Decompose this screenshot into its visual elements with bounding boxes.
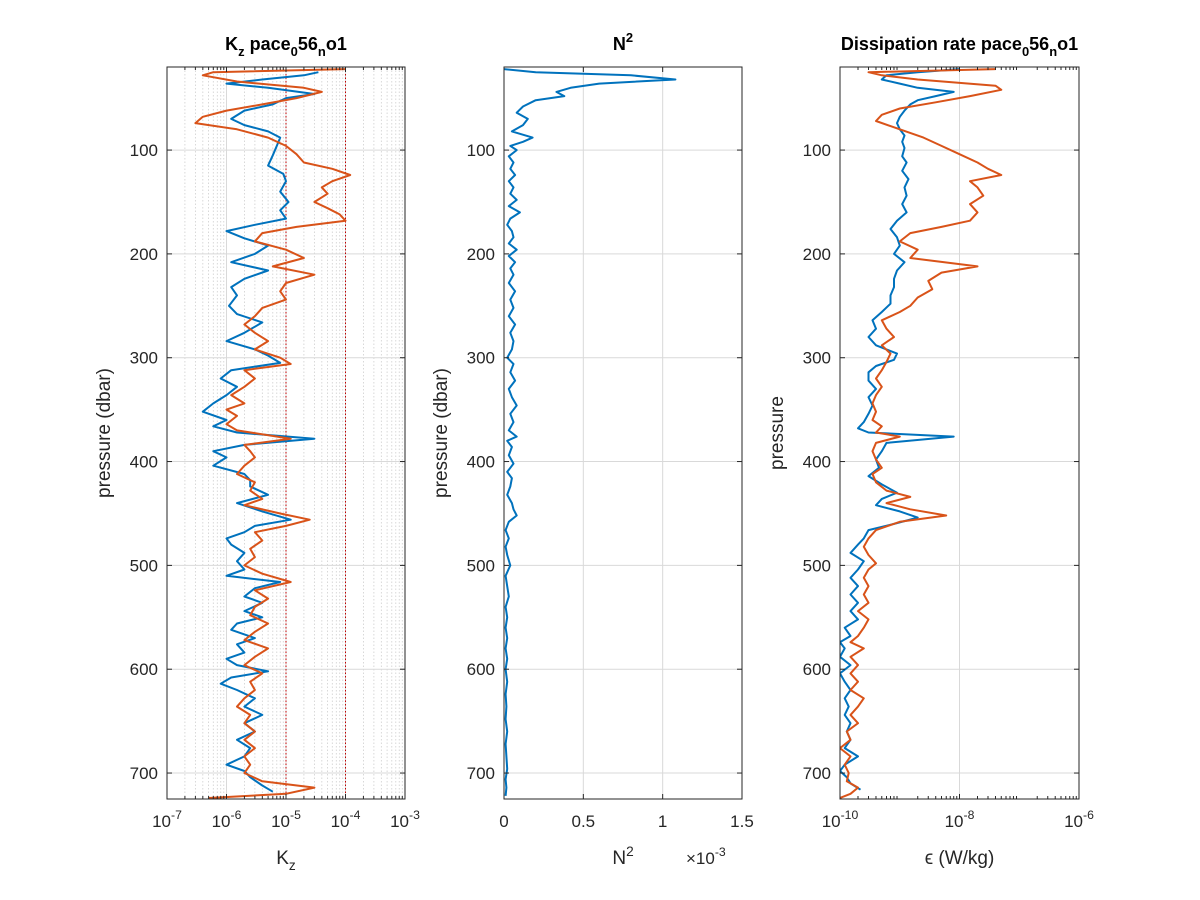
y-tick-label: 400 xyxy=(130,453,158,472)
text-fragment: K xyxy=(276,848,289,869)
text-fragment: K xyxy=(225,34,238,54)
x-axis-label: Kz xyxy=(276,848,296,873)
text-fragment: z xyxy=(289,858,296,873)
chart-title: Kz pace056no1 xyxy=(225,34,347,59)
chart-title: Dissipation rate pace056no1 xyxy=(841,34,1078,59)
text-fragment: Dissipation rate pace xyxy=(841,34,1022,54)
text-fragment: pace xyxy=(245,34,291,54)
text-fragment: N xyxy=(613,34,626,54)
x-tick-label: 10-4 xyxy=(331,808,361,831)
y-axis-label: pressure (dbar) xyxy=(431,368,452,498)
x-tick-label: 0.5 xyxy=(572,812,596,831)
series-line-2 xyxy=(840,68,1003,799)
series-line-2 xyxy=(194,68,352,799)
y-tick-label: 700 xyxy=(803,764,831,783)
x-tick-label: 10-3 xyxy=(390,808,420,831)
y-tick-label: 200 xyxy=(803,245,831,264)
text-fragment: 56 xyxy=(1029,34,1049,54)
text-fragment: 0 xyxy=(291,44,298,59)
series-line-1 xyxy=(201,71,319,793)
text-fragment: z xyxy=(238,44,245,59)
x-tick-label: 1 xyxy=(658,812,667,831)
text-fragment: N xyxy=(612,848,626,869)
y-tick-label: 100 xyxy=(130,141,158,160)
y-tick-label: 300 xyxy=(803,349,831,368)
y-tick-label: 400 xyxy=(467,453,495,472)
y-tick-label: 500 xyxy=(803,556,831,575)
y-tick-label: 100 xyxy=(467,141,495,160)
x-tick-label: 10-8 xyxy=(945,808,975,831)
y-tick-label: 600 xyxy=(130,660,158,679)
y-axis-label: pressure xyxy=(767,396,788,470)
text-fragment: o1 xyxy=(326,34,347,54)
y-tick-label: 700 xyxy=(130,764,158,783)
text-fragment: n xyxy=(1049,44,1057,59)
x-multiplier-label: ×10-3 xyxy=(686,845,726,868)
text-fragment: 2 xyxy=(626,30,633,45)
subplot-1: 10-7 10-6 10-5 10-4 10-3 100 200 300 400 500 600 70… xyxy=(94,34,420,873)
y-tick-label: 200 xyxy=(130,245,158,264)
subplot-3: 10-10 10-8 10-6 100 200 300 400 500 600 700 Dissip… xyxy=(767,34,1094,869)
x-tick-label: 10-5 xyxy=(271,808,301,831)
y-tick-label: 100 xyxy=(803,141,831,160)
x-tick-label: 10-6 xyxy=(1064,808,1094,831)
x-tick-label: 1.5 xyxy=(730,812,754,831)
y-tick-label: 200 xyxy=(467,245,495,264)
text-fragment: n xyxy=(318,44,326,59)
text-fragment: 0 xyxy=(1022,44,1029,59)
y-tick-label: 600 xyxy=(803,660,831,679)
y-tick-label: 500 xyxy=(467,556,495,575)
x-tick-label: 10-10 xyxy=(822,808,859,831)
y-tick-label: 300 xyxy=(130,349,158,368)
series-line-1 xyxy=(840,68,960,791)
text-fragment: 2 xyxy=(626,844,634,859)
y-axis-label: pressure (dbar) xyxy=(94,368,115,498)
series-line-1 xyxy=(504,68,677,796)
text-fragment: 56 xyxy=(298,34,318,54)
y-tick-label: 700 xyxy=(467,764,495,783)
y-tick-label: 300 xyxy=(467,349,495,368)
x-axis-label: N2 xyxy=(612,844,633,869)
x-tick-label: 10-7 xyxy=(152,808,182,831)
plot-frame xyxy=(503,66,743,800)
x-tick-label: 0 xyxy=(499,812,508,831)
x-axis-label: ϵ (W/kg) xyxy=(925,848,995,869)
chart-title: N2 xyxy=(613,30,633,54)
y-tick-label: 600 xyxy=(467,660,495,679)
x-tick-label: 10-6 xyxy=(212,808,242,831)
y-tick-label: 400 xyxy=(803,453,831,472)
y-tick-label: 500 xyxy=(130,556,158,575)
text-fragment: o1 xyxy=(1057,34,1078,54)
